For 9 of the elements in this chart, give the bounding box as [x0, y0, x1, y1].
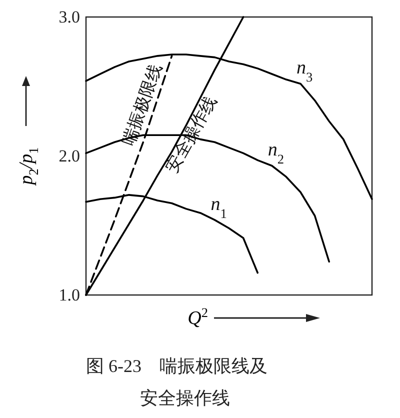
y-tick-label: 3.0: [58, 8, 80, 26]
series-label: n$_{1}$: [210, 194, 227, 220]
x-axis-title: Q$^{2}$: [188, 304, 208, 329]
series-label: n$_{3}$: [296, 58, 313, 84]
series-label: n$_{2}$: [268, 140, 284, 166]
y-tick-label: 2.0: [58, 146, 80, 166]
text: 安全操作线: [140, 388, 230, 408]
caption: 图 6-23 喘振极限线及: [86, 356, 268, 376]
y-tick-label: 1.0: [58, 286, 80, 304]
